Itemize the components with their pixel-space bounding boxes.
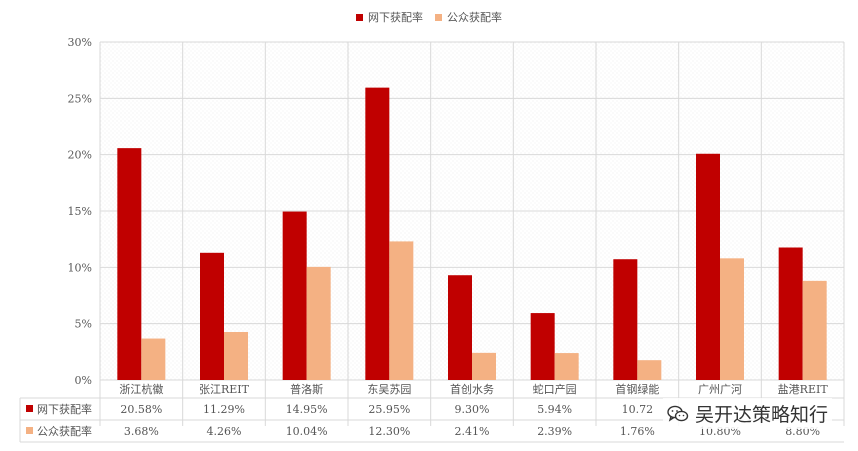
bar-2-5	[472, 352, 496, 380]
bar-1-6	[530, 313, 555, 380]
x-category-label: 浙江杭徽	[119, 382, 163, 396]
table-cell: 9.30%	[455, 403, 490, 416]
y-tick-label: 25%	[68, 92, 92, 105]
x-category-label: 蛇口产园	[533, 382, 577, 396]
bar-2-8	[720, 258, 744, 380]
wechat-icon	[667, 405, 689, 422]
y-tick-label: 10%	[68, 261, 92, 274]
x-category-label: 张江REIT	[199, 383, 250, 396]
legend-item-series-2: 公众获配率	[435, 9, 502, 25]
y-tick-label: 5%	[75, 318, 92, 331]
bar-2-3	[306, 266, 331, 380]
table-cell: 1.76%	[620, 425, 655, 438]
table-cell: 14.95%	[286, 403, 328, 416]
table-cell: 3.68%	[124, 425, 159, 438]
table-cell: 2.41%	[455, 425, 490, 438]
bar-1-1	[117, 148, 142, 380]
x-category-label: 首钢绿能	[615, 382, 659, 396]
table-row-name: 公众获配率	[37, 424, 92, 438]
bar-1-4	[365, 87, 390, 380]
bar-1-9	[778, 247, 803, 380]
legend-label-series-1: 网下获配率	[368, 11, 423, 24]
bar-2-7	[637, 360, 662, 380]
y-tick-label: 30%	[68, 36, 92, 49]
legend-label-series-2: 公众获配率	[447, 11, 502, 24]
x-category-label: 首创水务	[450, 382, 494, 396]
y-tick-label: 20%	[68, 149, 92, 162]
bar-1-7	[613, 259, 638, 380]
table-cell: 25.95%	[368, 403, 410, 416]
table-row-swatch	[26, 405, 33, 412]
watermark-text: 吴开达策略知行	[694, 404, 828, 426]
table-cell: 20.58%	[120, 403, 162, 416]
x-category-label: 普洛斯	[290, 382, 323, 396]
bar-2-1	[141, 338, 166, 380]
table-row-name: 网下获配率	[37, 402, 92, 416]
y-axis: 0% 5% 10% 15% 20% 25% 30%	[68, 36, 92, 387]
y-tick-label: 15%	[68, 205, 92, 218]
bars	[117, 87, 827, 380]
table-cell: 11.29%	[203, 403, 245, 416]
bar-2-2	[224, 332, 248, 380]
x-category-label: 盐港REIT	[778, 383, 829, 396]
y-tick-label: 0%	[75, 374, 92, 387]
table-cell: 5.94%	[537, 403, 572, 416]
bar-1-5	[448, 275, 472, 380]
bar-1-3	[282, 211, 307, 380]
watermark: 吴开达策略知行	[662, 398, 832, 429]
bar-2-9	[802, 280, 827, 380]
chart-legend: 网下获配率 公众获配率	[0, 9, 858, 25]
gridlines	[99, 41, 845, 426]
x-category-label: 东吴苏园	[367, 383, 411, 396]
legend-item-series-1: 网下获配率	[356, 9, 423, 25]
legend-swatch-series-2	[435, 13, 442, 21]
bar-1-2	[200, 252, 224, 380]
bar-2-6	[554, 353, 579, 380]
table-cell: 10.72	[622, 403, 654, 416]
table-cell: 2.39%	[537, 425, 572, 438]
x-category-label: 广州广河	[698, 383, 742, 396]
table-cell: 12.30%	[368, 425, 410, 438]
bar-2-4	[389, 241, 414, 380]
table-cell: 4.26%	[207, 425, 242, 438]
bar-1-8	[696, 153, 720, 380]
table-cell: 10.04%	[286, 425, 328, 438]
legend-swatch-series-1	[356, 13, 363, 21]
table-row-swatch	[26, 427, 33, 434]
